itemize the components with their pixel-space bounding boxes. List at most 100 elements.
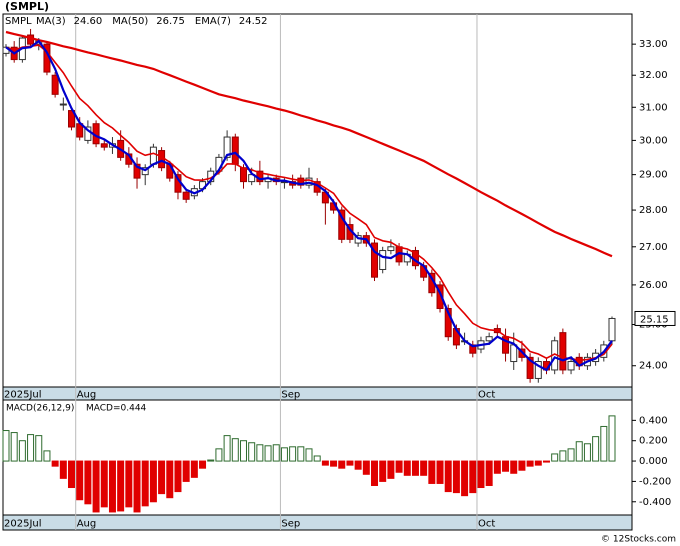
x-tick-label: Oct: [478, 519, 495, 530]
y-tick-label: 24.00: [639, 361, 668, 372]
macd-bar: [190, 460, 198, 478]
macd-bar: [289, 446, 297, 462]
candle-body: [371, 242, 379, 278]
macd-bar: [51, 460, 59, 467]
macd-bar: [100, 460, 108, 508]
x-tick-label: Aug: [77, 390, 97, 401]
candle-body: [338, 209, 346, 240]
candle-body: [223, 136, 231, 158]
macd-bar: [18, 440, 26, 462]
macd-bar: [395, 460, 403, 473]
macd-bar: [411, 460, 419, 476]
macd-bar: [477, 460, 485, 489]
macd-bar: [182, 460, 190, 482]
candle-body: [559, 332, 567, 371]
macd-bar: [330, 460, 338, 467]
legend-value: 24.60: [74, 16, 103, 27]
x-tick-label: 2025Jul: [4, 390, 42, 401]
macd-bar: [436, 460, 444, 484]
macd-bar: [502, 460, 510, 472]
macd-bar: [379, 460, 387, 482]
macd-bar: [362, 460, 370, 475]
macd-bar: [461, 460, 469, 497]
macd-bar: [297, 446, 305, 462]
macd-bar: [387, 460, 395, 479]
y-tick-label: 33.00: [639, 39, 668, 50]
macd-bar: [575, 441, 583, 462]
macd-bar: [600, 425, 608, 462]
macd-bar: [256, 444, 264, 462]
price-frame: [2, 13, 633, 388]
candle-body: [231, 136, 239, 165]
candle-body: [567, 361, 575, 371]
candle-body: [444, 307, 452, 338]
macd-bar: [534, 460, 542, 466]
y-tick-label: 28.00: [639, 205, 668, 216]
macd-bar: [108, 460, 116, 513]
macd-bar: [117, 460, 125, 512]
macd-bar: [510, 460, 518, 474]
macd-bar: [35, 435, 43, 462]
candle-body: [608, 317, 616, 342]
last-price-box: [634, 310, 676, 326]
indicator-line: [5, 39, 613, 372]
macd-bar: [59, 460, 67, 479]
macd-title: MACD(26,12,9): [6, 404, 74, 414]
x-tick-label: Oct: [478, 390, 495, 401]
candle-body: [436, 284, 444, 309]
macd-bar: [272, 444, 280, 462]
indicator-line: [5, 44, 613, 362]
candle-body: [485, 336, 493, 342]
candle-body: [379, 250, 387, 270]
y-tick-label: -0.400: [639, 497, 671, 508]
macd-bar: [444, 460, 452, 493]
macd-bar: [403, 460, 411, 476]
macd-bar: [321, 460, 329, 466]
macd-bar: [231, 438, 239, 462]
macd-bar: [133, 460, 141, 513]
legend-value: 26.75: [156, 16, 185, 27]
macd-bar: [567, 448, 575, 462]
date-strip: [2, 386, 633, 401]
macd-bar: [239, 440, 247, 462]
candle-body: [59, 103, 67, 106]
macd-bar: [469, 460, 477, 494]
candle-body: [100, 143, 108, 148]
macd-bar: [583, 443, 591, 462]
candle-body: [158, 150, 166, 169]
last-price-label: 25.15: [640, 314, 669, 325]
x-tick-label: Sep: [281, 390, 300, 401]
y-tick-label: -0.200: [639, 476, 671, 487]
candle-body: [534, 361, 542, 379]
footer: © 12Stocks.com: [601, 535, 676, 545]
candle-body: [387, 246, 395, 252]
macd-bar: [264, 445, 272, 462]
macd-bar: [493, 460, 501, 474]
macd-bar: [248, 442, 256, 462]
candle-body: [149, 146, 157, 165]
macd-bar: [223, 435, 231, 462]
legend-name: MA(3): [36, 16, 66, 27]
y-tick-label: 27.00: [639, 242, 668, 253]
y-tick-label: 0.400: [639, 415, 668, 426]
macd-bar: [608, 415, 616, 462]
macd-bar: [551, 453, 559, 462]
macd-bar: [158, 460, 166, 495]
macd-bar: [354, 460, 362, 470]
macd-bar: [174, 460, 182, 493]
y-tick-label: 32.00: [639, 70, 668, 81]
macd-bar: [43, 450, 51, 462]
candle-body: [526, 356, 534, 379]
macd-bar: [452, 460, 460, 494]
macd-bar: [27, 434, 35, 462]
indicator-line: [5, 30, 613, 258]
chart-title: (SMPL): [5, 0, 49, 13]
y-tick-label: 0.000: [639, 456, 668, 467]
macd-bar: [141, 460, 149, 507]
x-tick-label: Sep: [281, 519, 300, 530]
macd-bar: [420, 460, 428, 476]
macd-bar: [526, 460, 534, 467]
macd-bar: [485, 460, 493, 486]
